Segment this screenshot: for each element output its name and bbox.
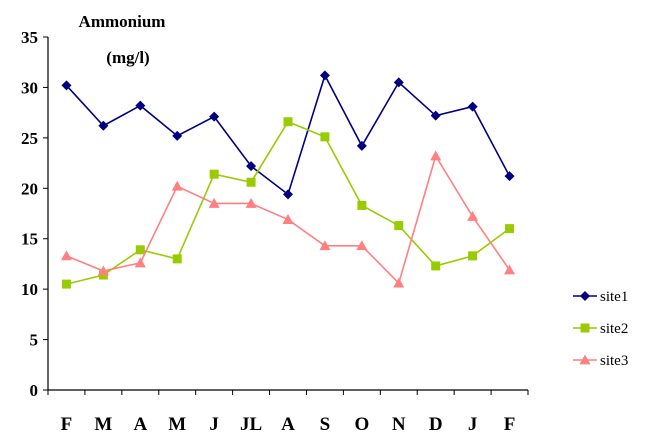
data-point	[504, 171, 515, 182]
y-axis-ticks: 0 5 10 15 20 25 30 35	[21, 28, 48, 400]
data-point	[98, 120, 109, 131]
chart-title: Ammonium	[79, 12, 166, 31]
legend-label: site1	[600, 289, 628, 305]
x-tick-label: A	[281, 414, 295, 435]
data-point	[60, 250, 72, 261]
data-point	[357, 200, 367, 210]
legend-label: site2	[600, 321, 628, 337]
data-point	[283, 189, 293, 200]
legend-item-site2: site2	[573, 321, 628, 337]
series-line	[65, 73, 511, 196]
data-point	[135, 100, 146, 111]
x-tick-label: S	[320, 414, 331, 435]
x-tick-label: J	[209, 414, 219, 435]
x-tick-label: F	[504, 414, 516, 435]
legend: site1 site2 site3	[573, 289, 628, 369]
data-point	[319, 240, 331, 251]
x-tick-label: JL	[240, 414, 262, 435]
x-tick-label: D	[429, 414, 443, 435]
y-tick-label: 30	[21, 78, 38, 97]
y-tick-label: 25	[21, 129, 38, 148]
data-point	[61, 80, 72, 91]
x-tick-label: M	[168, 414, 186, 435]
x-tick-label: M	[94, 414, 112, 435]
data-point	[468, 251, 478, 261]
data-point	[430, 150, 442, 161]
y-tick-label: 35	[21, 28, 38, 47]
legend-item-site3: site3	[573, 353, 628, 369]
data-point	[171, 180, 183, 191]
data-point	[580, 323, 590, 333]
data-point	[283, 117, 293, 127]
data-point	[320, 132, 330, 142]
data-point	[134, 257, 146, 268]
series-site2	[61, 117, 515, 289]
data-point	[209, 111, 220, 122]
legend-label: site3	[600, 353, 628, 369]
data-point	[246, 161, 257, 172]
data-point	[579, 354, 591, 365]
data-point	[393, 77, 404, 88]
data-point	[356, 140, 367, 151]
data-point	[580, 291, 590, 301]
data-point	[504, 264, 516, 275]
axes	[47, 37, 528, 391]
y-tick-label: 0	[30, 381, 39, 400]
legend-item-site1: site1	[573, 289, 628, 305]
data-point	[282, 214, 294, 224]
y-tick-label: 20	[21, 179, 38, 198]
data-point	[505, 224, 515, 234]
x-tick-label: O	[354, 414, 369, 435]
chart-subtitle: (mg/l)	[106, 48, 149, 67]
data-point	[319, 70, 330, 81]
data-point	[356, 240, 368, 251]
data-point	[172, 130, 183, 141]
x-tick-label: F	[61, 414, 73, 435]
data-point	[431, 261, 441, 271]
x-axis-ticks: F M A M J JL A S O N D J F	[47, 390, 529, 435]
series-layer	[60, 70, 516, 289]
series-line	[66, 120, 511, 285]
x-tick-label: N	[392, 414, 406, 435]
data-point	[245, 197, 257, 208]
data-point	[135, 245, 145, 255]
data-point	[209, 169, 219, 179]
data-point	[97, 265, 109, 276]
data-point	[208, 197, 220, 208]
data-point	[61, 279, 71, 289]
y-tick-label: 15	[21, 230, 38, 249]
data-point	[467, 211, 479, 221]
x-tick-label: J	[468, 414, 478, 435]
data-point	[246, 177, 256, 187]
series-site1	[61, 70, 515, 200]
y-tick-label: 5	[30, 331, 39, 350]
series-site3	[60, 150, 516, 288]
data-point	[467, 101, 478, 112]
data-point	[172, 254, 182, 264]
y-tick-label: 10	[21, 280, 38, 299]
x-tick-label: A	[133, 414, 147, 435]
data-point	[430, 110, 441, 121]
data-point	[393, 277, 405, 288]
data-point	[394, 221, 404, 231]
